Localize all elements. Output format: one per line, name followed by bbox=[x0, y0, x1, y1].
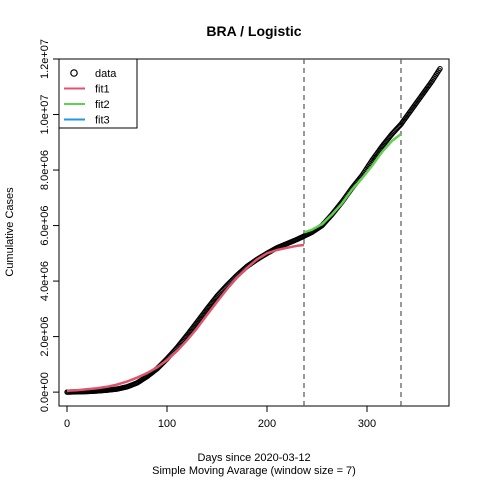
x-tick-label: 0 bbox=[64, 418, 70, 430]
y-tick-label: 1.2e+07 bbox=[39, 39, 51, 79]
x-axis-sublabel: Simple Moving Avarage (window size = 7) bbox=[152, 465, 356, 477]
legend-label-data: data bbox=[95, 68, 117, 80]
x-axis: 0 100 200 300 bbox=[64, 405, 376, 430]
chart-title: BRA / Logistic bbox=[206, 23, 301, 39]
legend-marker-data bbox=[70, 69, 78, 77]
y-tick-label: 8.0e+06 bbox=[39, 150, 51, 190]
y-axis-label: Cumulative Cases bbox=[4, 187, 16, 277]
x-axis-label: Days since 2020-03-12 bbox=[197, 452, 310, 464]
series-fit2-line bbox=[303, 133, 402, 234]
y-tick-label: 6.0e+06 bbox=[39, 206, 51, 246]
y-tick-label: 0.0e+00 bbox=[39, 372, 51, 412]
legend-label-fit3: fit3 bbox=[95, 115, 110, 127]
y-axis: 0.0e+00 2.0e+06 4.0e+06 6.0e+06 8.0e+06 1.0e+… bbox=[39, 39, 60, 412]
legend-label-fit1: fit1 bbox=[95, 84, 110, 96]
data-point bbox=[437, 66, 443, 72]
legend-label-fit2: fit2 bbox=[95, 99, 110, 111]
x-tick-label: 200 bbox=[258, 418, 276, 430]
x-tick-label: 300 bbox=[358, 418, 376, 430]
y-tick-label: 4.0e+06 bbox=[39, 261, 51, 301]
y-tick-label: 1.0e+07 bbox=[39, 94, 51, 134]
y-tick-label: 2.0e+06 bbox=[39, 317, 51, 357]
series-fit1-line bbox=[66, 243, 305, 392]
x-tick-label: 100 bbox=[158, 418, 176, 430]
vertical-reference-lines bbox=[303, 59, 402, 406]
legend: data fit1 fit2 fit3 bbox=[58, 58, 138, 129]
series-layer bbox=[64, 66, 443, 395]
